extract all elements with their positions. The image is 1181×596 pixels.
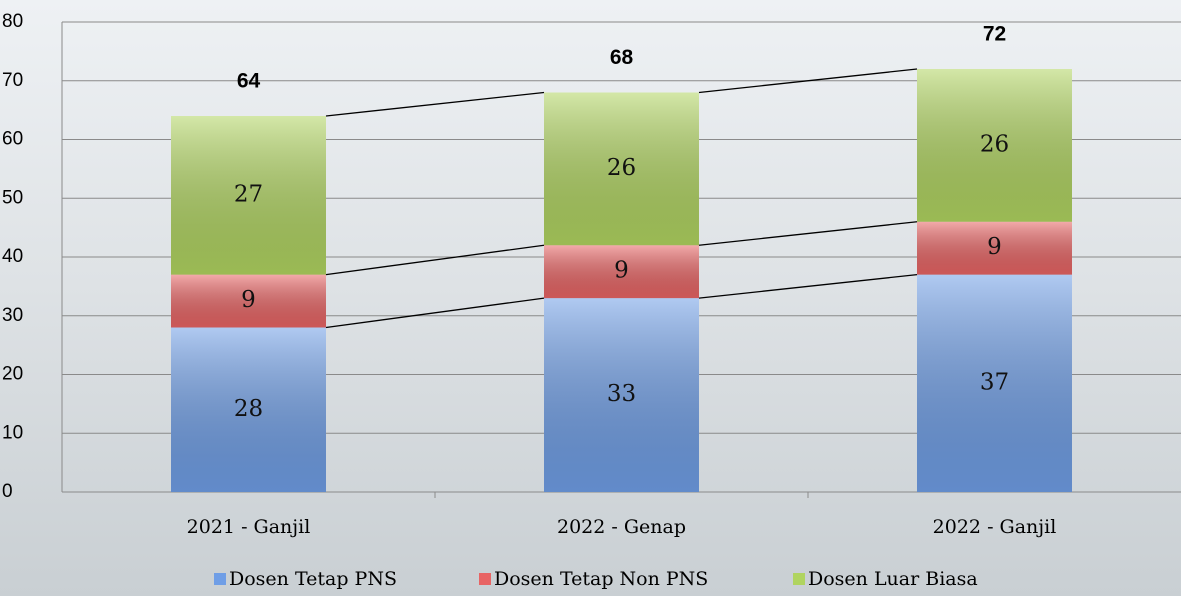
page: {"chart_data": {"type": "stacked_bar", "… bbox=[0, 0, 1181, 596]
x-tick-label: 2021 - Ganjil bbox=[187, 516, 311, 538]
x-tick-label: 2022 - Genap bbox=[557, 516, 686, 538]
y-tick-label: 30 bbox=[2, 305, 23, 326]
data-label: 9 bbox=[241, 287, 256, 313]
legend-label: Dosen Tetap Non PNS bbox=[494, 568, 708, 590]
y-tick-label: 60 bbox=[2, 129, 23, 150]
y-tick-label: 70 bbox=[2, 70, 23, 91]
data-label: 9 bbox=[987, 234, 1002, 260]
data-label: 33 bbox=[607, 381, 636, 407]
y-tick-label: 10 bbox=[2, 422, 23, 443]
y-tick-label: 20 bbox=[2, 364, 23, 385]
total-label: 72 bbox=[983, 23, 1006, 46]
data-label: 28 bbox=[234, 396, 263, 422]
y-tick-label: 50 bbox=[2, 187, 23, 208]
data-label: 37 bbox=[980, 369, 1009, 395]
total-label: 68 bbox=[610, 46, 634, 69]
legend-swatch bbox=[793, 573, 805, 585]
data-label: 26 bbox=[980, 131, 1009, 157]
data-label: 26 bbox=[607, 155, 636, 181]
legend-label: Dosen Tetap PNS bbox=[229, 568, 397, 590]
y-tick-label: 80 bbox=[2, 11, 23, 32]
legend-label: Dosen Luar Biasa bbox=[808, 568, 978, 590]
legend-swatch bbox=[479, 573, 491, 585]
data-label: 27 bbox=[234, 181, 263, 207]
x-tick-label: 2022 - Ganjil bbox=[933, 516, 1057, 538]
legend-swatch bbox=[214, 573, 226, 585]
y-tick-label: 40 bbox=[2, 246, 23, 267]
y-tick-label: 0 bbox=[2, 481, 13, 502]
data-label: 9 bbox=[614, 258, 629, 284]
chart: 0 10 20 30 40 50 60 70 80 28 9 27 64 2021 - Ganjil 33 9… bbox=[0, 0, 1181, 596]
total-label: 64 bbox=[237, 70, 261, 93]
